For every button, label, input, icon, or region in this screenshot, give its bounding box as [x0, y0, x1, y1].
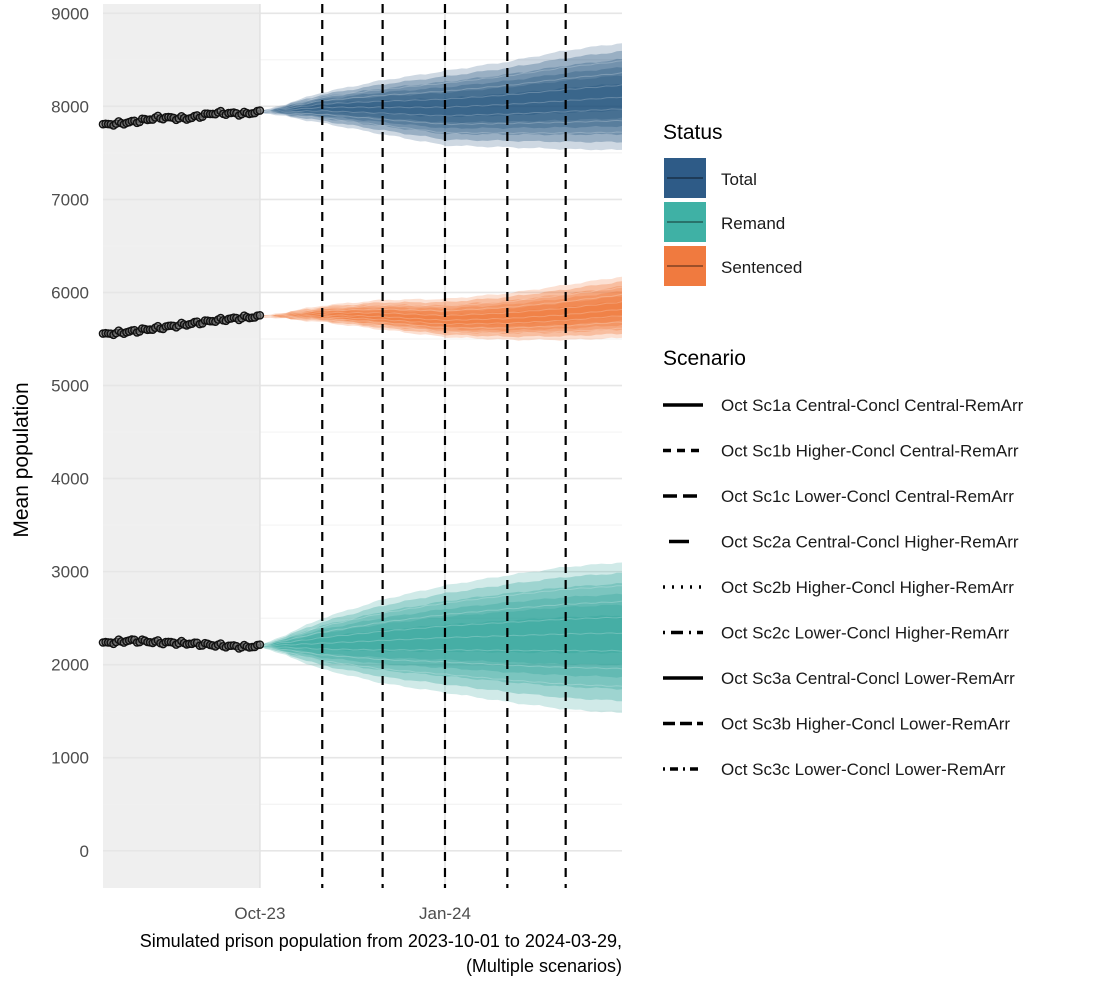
historical-point — [255, 310, 265, 320]
scenario-line — [259, 293, 623, 317]
scenario-line — [259, 286, 623, 318]
y-tick-label: 8000 — [51, 97, 89, 116]
legend-status-title: Status — [663, 121, 723, 144]
legend-scenario-label: Oct Sc1b Higher-Concl Central-RemArr — [721, 442, 1019, 461]
legend-status-label: Total — [721, 170, 757, 189]
historical-remand — [98, 635, 265, 653]
fan-band — [259, 296, 622, 328]
legend-status-label: Sentenced — [721, 258, 802, 277]
scenario-line — [259, 96, 623, 113]
scenario-line — [259, 108, 623, 117]
legend-scenario-label: Oct Sc2a Central-Concl Higher-RemArr — [721, 533, 1019, 552]
fan-band — [259, 43, 622, 151]
fan-band — [259, 583, 622, 690]
scenario-line — [259, 316, 622, 334]
scenario-line — [259, 646, 623, 670]
x-tick-label: Jan-24 — [419, 904, 471, 923]
scenario-line — [259, 84, 623, 112]
scenario-line — [259, 315, 623, 329]
forecast-fan-remand — [259, 562, 623, 713]
y-tick-label: 7000 — [51, 190, 89, 209]
fan-band — [259, 84, 622, 118]
plot-area — [98, 4, 623, 888]
forecast-fan-total — [259, 43, 623, 151]
scenario-line — [259, 585, 623, 647]
historical-shading — [103, 4, 260, 888]
scenario-line — [259, 308, 623, 322]
fan-band — [259, 572, 622, 702]
y-tick-label: 9000 — [51, 4, 89, 23]
fan-band — [259, 593, 622, 678]
scenario-line — [259, 111, 623, 126]
legend-scenario-title: Scenario — [663, 347, 746, 370]
fan-band — [259, 58, 622, 136]
fan-band — [259, 562, 622, 713]
scenario-line — [259, 315, 622, 325]
historical-sentenced — [98, 310, 265, 340]
y-tick-label: 1000 — [51, 749, 89, 768]
scenario-line — [259, 111, 623, 135]
historical-total — [98, 106, 265, 130]
x-tick-label: Oct-23 — [234, 904, 285, 923]
fan-band — [259, 67, 622, 129]
y-tick-label: 5000 — [51, 377, 89, 396]
scenario-line — [259, 600, 623, 647]
legend-status-swatch — [664, 158, 706, 198]
axes: 0 1000 2000 3000 4000 5000 6000 7000 8000 9000 Oct… — [51, 4, 471, 923]
fan-band — [259, 291, 622, 332]
fan-band — [259, 281, 622, 338]
legend-scenario-label: Oct Sc3a Central-Concl Lower-RemArr — [721, 669, 1015, 688]
fan-band — [259, 75, 622, 124]
historical-point — [255, 640, 265, 650]
scenario-line — [259, 72, 623, 112]
fan-band — [259, 286, 622, 334]
y-axis-title: Mean population — [10, 382, 33, 537]
fan-band — [259, 50, 622, 143]
y-tick-label: 6000 — [51, 283, 89, 302]
legend-scenario-label: Oct Sc1a Central-Concl Central-RemArr — [721, 396, 1024, 415]
forecast-fan-sentenced — [259, 276, 623, 341]
caption-line-2: (Multiple scenarios) — [466, 956, 622, 976]
legend-scenario-label: Oct Sc1c Lower-Concl Central-RemArr — [721, 487, 1014, 506]
fan-band — [259, 604, 622, 666]
legend-scenario-label: Oct Sc2c Lower-Concl Higher-RemArr — [721, 624, 1009, 643]
scenario-line — [259, 301, 623, 317]
y-tick-label: 4000 — [51, 470, 89, 489]
scenario-line — [259, 616, 623, 647]
y-tick-label: 3000 — [51, 563, 89, 582]
legend-status-label: Remand — [721, 214, 785, 233]
fan-band — [259, 301, 622, 326]
scenario-line — [259, 60, 623, 113]
legends: Status Total Remand Sentenced Scenario Oct Sc… — [663, 121, 1024, 779]
caption-line-1: Simulated prison population from 2023-10… — [140, 931, 622, 951]
fan-band — [259, 276, 622, 341]
legend-scenario-label: Oct Sc2b Higher-Concl Higher-RemArr — [721, 578, 1014, 597]
legend-scenario-label: Oct Sc3b Higher-Concl Lower-RemArr — [721, 715, 1010, 734]
historical-point — [255, 106, 265, 115]
scenario-line — [259, 645, 623, 687]
legend-scenario-label: Oct Sc3c Lower-Concl Lower-RemArr — [721, 760, 1006, 779]
legend-status-swatch — [664, 246, 706, 286]
y-tick-label: 0 — [80, 842, 89, 861]
scenario-line — [259, 645, 623, 652]
scenario-line — [259, 632, 623, 647]
fan-band — [259, 615, 622, 654]
legend-status-swatch — [664, 202, 706, 242]
y-tick-label: 2000 — [51, 656, 89, 675]
